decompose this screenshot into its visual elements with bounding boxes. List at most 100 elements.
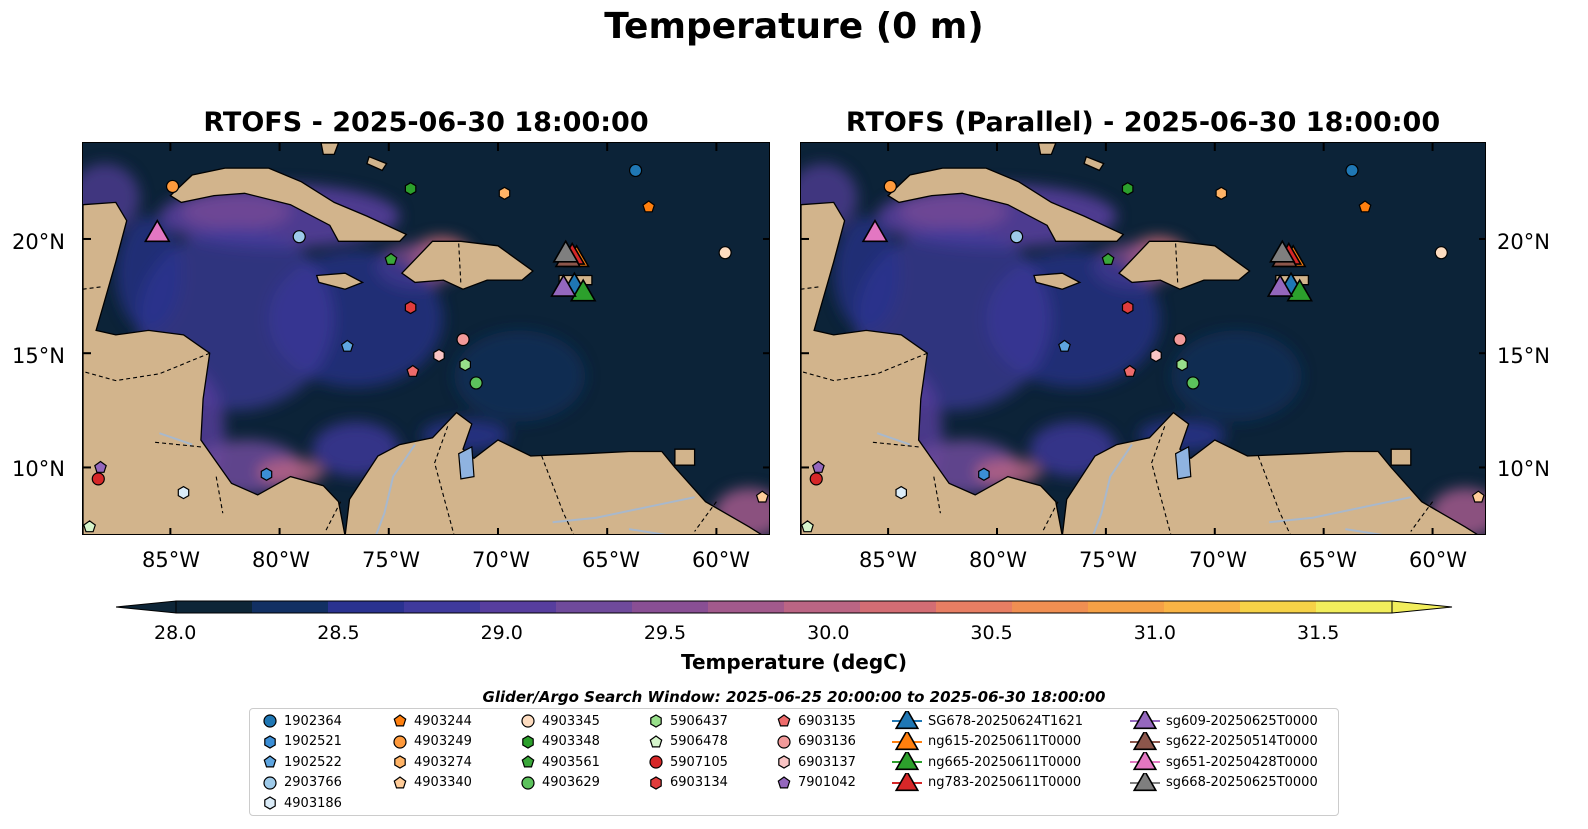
lat-tick-label: 20°N <box>12 230 65 254</box>
colorbar-segment <box>1012 601 1089 613</box>
lon-tick-label: 70°W <box>1189 548 1247 572</box>
observation-marker <box>978 467 990 481</box>
legend-label: 4903561 <box>542 754 600 770</box>
legend-marker-shape <box>894 711 920 730</box>
legend-float-marker <box>393 734 407 749</box>
colorbar-segment <box>404 601 481 613</box>
legend-marker-shape <box>649 755 663 769</box>
legend-item: 4903629 <box>520 773 600 793</box>
legend-float-marker <box>649 755 663 769</box>
legend-label: 6903135 <box>798 713 856 729</box>
legend-float-marker <box>263 714 277 728</box>
legend-glider-marker <box>892 772 922 791</box>
observation-marker <box>177 485 190 500</box>
legend-marker-shape <box>522 734 534 749</box>
lon-tick-label: 80°W <box>969 548 1027 572</box>
legend-item: 4903274 <box>392 752 472 772</box>
colorbar <box>116 600 1453 614</box>
lon-tick-label: 85°W <box>142 548 200 572</box>
legend-item: 5907105 <box>648 752 728 772</box>
colorbar-segment <box>1316 601 1393 613</box>
observation-marker <box>1010 230 1024 244</box>
observation-marker <box>801 520 814 533</box>
land <box>1061 411 1478 534</box>
colorbar-tick-label: 31.0 <box>1133 622 1177 644</box>
legend-label: ng783-20250611T0000 <box>928 775 1082 791</box>
lon-tick-label: 75°W <box>1079 548 1137 572</box>
land <box>315 272 365 290</box>
observation-markers <box>801 163 1485 533</box>
observation-marker <box>861 218 889 243</box>
observation-marker <box>459 357 471 372</box>
legend-item: 5906478 <box>648 732 728 752</box>
legend-glider-marker <box>1130 711 1160 730</box>
observation-marker <box>1176 357 1188 372</box>
river <box>1269 496 1412 524</box>
legend-item: 1902364 <box>262 711 342 731</box>
legend-label: 1902364 <box>284 713 342 729</box>
legend-label: sg651-20250428T0000 <box>1166 754 1318 770</box>
lat-tick-label: 15°N <box>12 344 65 368</box>
legend-item: 4903249 <box>392 732 472 752</box>
colorbar-max-extend <box>1391 600 1453 614</box>
country-border <box>1257 455 1291 534</box>
observation-marker <box>384 252 398 266</box>
legend-float-marker <box>521 776 535 790</box>
legend-marker-shape <box>650 776 662 790</box>
legend-item: 7901042 <box>776 773 856 793</box>
lon-tick-label: 75°W <box>362 548 420 572</box>
land <box>366 155 388 172</box>
legend-item: 2903766 <box>262 773 342 793</box>
legend-item: 4903244 <box>392 711 472 731</box>
observation-markers <box>83 163 769 533</box>
legend-label: 6903134 <box>670 775 728 791</box>
legend-marker-shape <box>1132 772 1158 791</box>
observation-marker <box>550 273 577 297</box>
land <box>1083 155 1105 172</box>
legend-float-marker <box>778 755 790 769</box>
legend-marker-shape <box>393 714 407 727</box>
legend-float-marker <box>522 734 534 749</box>
legend-marker-shape <box>1132 752 1158 771</box>
legend-label: 4903340 <box>414 775 472 791</box>
river <box>876 432 911 446</box>
lat-tick-label: 10°N <box>1497 457 1550 481</box>
legend-label: 4903274 <box>414 754 472 770</box>
river <box>1092 444 1133 534</box>
legend-marker-shape <box>777 776 791 789</box>
land <box>169 167 408 242</box>
observation-marker <box>340 339 354 352</box>
observation-marker <box>1266 273 1294 297</box>
colorbar-segment <box>1088 601 1165 613</box>
lon-tick-label: 70°W <box>472 548 530 572</box>
legend-item: 4903345 <box>520 711 600 731</box>
colorbar-segment <box>1164 601 1241 613</box>
legend-item: 4903348 <box>520 732 600 752</box>
legend-item: 6903137 <box>776 752 856 772</box>
legend-label: 4903629 <box>542 775 600 791</box>
colorbar-tick-label: 28.5 <box>317 622 360 644</box>
legend-label: 4903345 <box>542 713 600 729</box>
observation-marker <box>883 179 897 194</box>
left-map <box>82 142 770 535</box>
legend-marker-shape <box>521 776 535 790</box>
legend-marker-shape <box>777 734 791 749</box>
land <box>320 143 340 156</box>
land <box>674 448 696 466</box>
colorbar-tick-label: 30.0 <box>807 622 850 644</box>
legend-float-marker <box>777 734 791 749</box>
legend-item: 6903135 <box>776 711 856 731</box>
legend: 1902364 1902521 1902522 2903766 4903186 49032… <box>249 708 1339 816</box>
right-map <box>800 142 1486 535</box>
legend-label: 4903348 <box>542 734 600 750</box>
figure-title: Temperature (0 m) <box>604 6 984 47</box>
legend-float-marker <box>264 734 276 749</box>
observation-marker <box>895 485 908 500</box>
colorbar-segment <box>936 601 1013 613</box>
country-border <box>1151 426 1172 534</box>
colorbar-tick-label: 31.5 <box>1297 622 1340 644</box>
lon-tick-label: 80°W <box>252 548 310 572</box>
colorbar-frame <box>175 600 1393 614</box>
legend-marker-shape <box>650 714 662 728</box>
country-border <box>434 426 455 534</box>
